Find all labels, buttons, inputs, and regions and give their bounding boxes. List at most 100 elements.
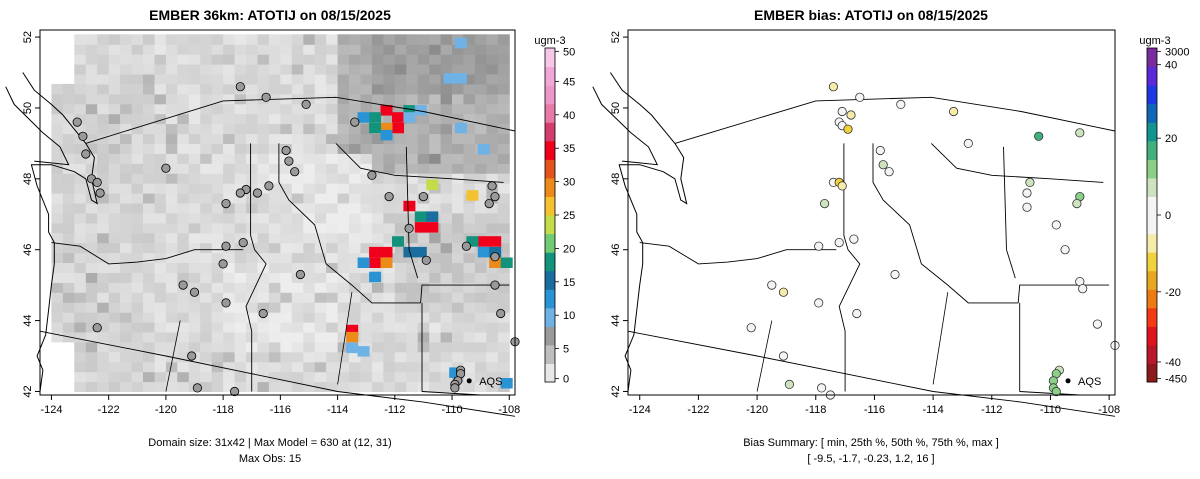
model-grid-cell [177,341,190,353]
model-grid-cell [383,44,396,55]
colorbar-segment [545,48,555,68]
model-grid-cell [429,232,442,244]
model-grid-cell [51,113,64,125]
model-grid-cell [143,361,155,373]
model-grid-cell [326,292,339,303]
model-grid-cell [131,133,144,144]
model-grid-cell [177,44,190,55]
model-grid-cell [200,54,213,65]
model-grid-cell [486,212,499,224]
colorbar-tick-label: 0 [1165,210,1171,222]
left-footer-line-1: Domain size: 31x42 | Max Model = 630 at … [148,437,391,449]
model-grid-cell [417,143,430,154]
model-grid-cell [257,222,270,234]
model-grid-cell [62,93,75,105]
model-grid-cell [326,222,339,234]
model-grid-cell [394,262,407,273]
model-grid-cell [120,64,133,75]
boundary-line [872,143,1019,304]
model-grid-cell [326,73,339,85]
colorbar-segment [545,326,555,346]
model-grid-cell [165,361,178,373]
model-grid-cell [120,282,133,293]
model-grid-cell [154,123,167,135]
model-grid-cell [62,262,75,273]
model-grid-cell [268,371,281,383]
model-grid-cell [291,113,304,125]
model-grid-cell [383,73,396,85]
model-grid-cell [371,163,384,174]
colorbar-tick-label: 40 [563,110,575,122]
model-grid-cell [51,93,64,105]
observation-site-marker [1022,188,1032,198]
model-grid-cell [246,292,258,303]
model-grid-cell [417,64,430,75]
model-grid-cell [188,292,201,303]
model-grid-cell [429,351,442,363]
model-grid-cell [120,54,133,65]
model-grid-cell [120,242,133,254]
model-grid-cell [165,44,178,55]
model-grid-cell [62,302,75,313]
model-grid-cell [74,83,87,95]
observation-site-marker [238,238,248,248]
observation-site-marker [849,234,859,244]
model-grid-cell [268,312,281,323]
model-grid-cell [62,232,75,244]
model-grid-cell [349,361,361,373]
colorbar-tick-label: 40 [1165,60,1177,72]
model-grid-cell [246,202,258,214]
observation-site-marker [878,160,888,170]
model-grid-cell [268,83,281,95]
model-grid-cell [326,193,339,204]
model-grid-cell [74,262,87,273]
model-grid-cell [108,381,121,392]
model-grid-cell [131,341,144,353]
model-grid-cell [349,202,361,214]
y-tick-label: 48 [610,173,622,185]
model-grid-cell [188,371,201,383]
model-grid-cell [143,44,155,55]
model-grid-cell [188,93,201,105]
model-grid-cell [371,34,384,45]
model-grid-cell [486,173,499,184]
model-grid-cell [234,282,247,293]
boundary-line [674,96,1116,144]
model-grid-cell [429,361,442,373]
model-grid-cell [97,272,110,283]
model-grid-cell [200,302,213,313]
model-grid-cell [314,64,327,75]
model-grid-cell [143,183,155,194]
model-grid-cell [280,351,293,363]
model-grid-cell [280,371,293,383]
model-grid-cell [429,282,442,293]
model-hotspot-cell [426,222,439,233]
model-grid-cell [165,292,178,303]
model-grid-cell [429,262,442,273]
model-hotspot-cell [369,112,382,123]
left-aqs-label: AQS [479,376,502,388]
model-grid-cell [360,64,373,75]
model-grid-cell [406,292,419,303]
model-grid-cell [314,34,327,45]
model-grid-cell [474,282,487,293]
model-grid-cell [303,153,316,164]
model-grid-cell [394,73,407,85]
model-grid-cell [383,222,396,234]
model-grid-cell [211,153,224,164]
model-grid-cell [177,163,190,174]
model-hotspot-cell [489,257,502,268]
model-hotspot-cell [369,271,382,283]
model-grid-cell [337,133,350,144]
model-grid-cell [246,113,258,125]
model-hotspot-cell [414,222,427,233]
model-grid-cell [326,212,339,224]
model-grid-cell [291,331,304,343]
model-grid-cell [51,292,64,303]
model-grid-cell [200,193,213,204]
model-grid-cell [394,103,407,115]
model-grid-cell [211,262,224,273]
model-grid-cell [452,272,464,283]
model-grid-cell [234,292,247,303]
model-grid-cell [120,371,133,383]
